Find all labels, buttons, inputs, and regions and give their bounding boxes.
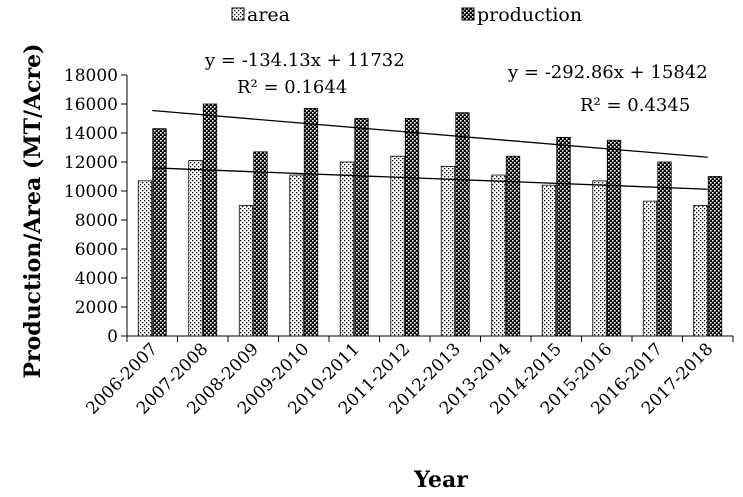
bar-production: [556, 136, 571, 337]
legend-swatch-area: [231, 7, 245, 21]
y-tick-label: 4000: [75, 269, 118, 289]
bar-area: [491, 174, 506, 337]
bar-production: [707, 176, 723, 337]
x-ticks: 2006-20072007-20082008-20092009-20102010…: [82, 336, 734, 419]
trendline-production: [152, 109, 708, 158]
y-tick-label: 6000: [75, 240, 118, 260]
bar-production: [657, 161, 672, 337]
bar-production: [303, 107, 319, 337]
y-tick-label: 12000: [64, 153, 118, 173]
y-tick-label: 10000: [64, 182, 118, 202]
y-tick-label: 14000: [64, 124, 118, 144]
bar-area: [137, 180, 153, 337]
x-axis-title: Year: [413, 467, 468, 493]
bar-area: [188, 160, 203, 337]
bar-production: [354, 118, 369, 337]
legend-swatch-production: [461, 7, 475, 21]
bar-production: [505, 155, 521, 337]
bars: [137, 103, 723, 337]
bar-area: [440, 165, 456, 337]
bar-production: [152, 128, 167, 337]
y-tick-label: 18000: [64, 66, 118, 86]
bar-area: [289, 174, 304, 337]
legend-label-area: area: [247, 4, 290, 26]
bar-production: [404, 118, 420, 337]
bar-production: [455, 112, 470, 337]
y-tick-label: 8000: [75, 211, 118, 231]
trendline-r2-production: R² = 0.4345: [580, 95, 690, 116]
bar-area: [693, 205, 708, 337]
bar-area: [238, 205, 254, 337]
legend: area production: [231, 4, 582, 26]
y-ticks: 0 2000 4000 6000 8000 10000 12000 14000 16000 180…: [64, 66, 127, 347]
y-tick-label: 0: [107, 327, 118, 347]
bar-production: [253, 151, 268, 337]
trendline-equation-production: y = -292.86x + 15842: [507, 62, 708, 83]
y-tick-label: 16000: [64, 95, 118, 115]
bar-area: [592, 180, 607, 337]
legend-label-production: production: [477, 4, 582, 26]
trendline-area: [152, 167, 708, 190]
bar-area: [339, 161, 355, 337]
bar-production: [202, 103, 218, 337]
bar-production: [606, 139, 622, 337]
bar-area: [642, 200, 658, 337]
y-tick-label: 2000: [75, 298, 118, 318]
trendlines: [152, 109, 708, 190]
bar-area: [541, 184, 557, 337]
trendline-equation-area: y = -134.13x + 11732: [204, 50, 405, 71]
y-axis-title: Production/Area (MT/Acre): [20, 43, 46, 378]
bar-area: [390, 155, 405, 337]
trendline-r2-area: R² = 0.1644: [237, 77, 347, 98]
